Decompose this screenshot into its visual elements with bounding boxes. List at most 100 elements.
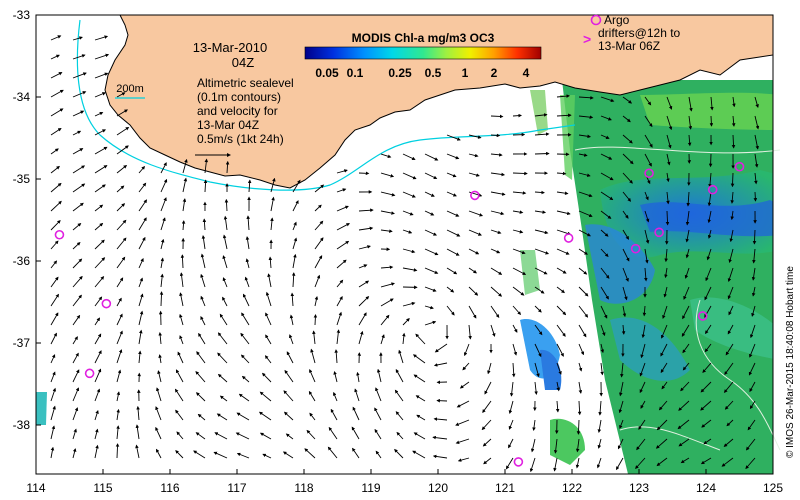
velocity-arrow	[704, 286, 712, 301]
velocity-arrow	[155, 406, 162, 421]
velocity-arrow	[468, 267, 477, 274]
velocity-arrow	[235, 432, 250, 440]
velocity-arrow	[468, 210, 484, 217]
velocity-arrow	[72, 183, 86, 193]
velocity-arrow	[556, 286, 565, 294]
velocity-arrow	[753, 191, 758, 202]
velocity-arrow	[578, 210, 593, 218]
velocity-arrow	[578, 286, 589, 297]
velocity-arrow	[50, 332, 57, 345]
velocity-arrow	[116, 164, 128, 174]
velocity-arrow	[219, 313, 228, 326]
velocity-arrow	[179, 272, 184, 288]
velocity-arrow	[490, 153, 503, 157]
velocity-arrow	[655, 438, 668, 449]
velocity-arrow	[195, 432, 206, 440]
velocity-arrow	[600, 305, 608, 319]
velocity-arrow	[314, 204, 322, 212]
velocity-arrow	[622, 96, 633, 104]
velocity-arrow	[380, 210, 395, 215]
velocity-arrow	[556, 210, 571, 216]
velocity-arrow	[723, 438, 734, 447]
velocity-arrow	[138, 329, 143, 345]
velocity-arrow	[222, 255, 228, 269]
velocity-arrow	[236, 452, 250, 459]
velocity-arrow	[289, 314, 294, 326]
velocity-arrow	[358, 280, 370, 288]
velocity-arrow	[683, 286, 690, 300]
velocity-arrow	[200, 253, 206, 269]
velocity-arrow	[620, 362, 624, 378]
velocity-arrow	[217, 373, 228, 383]
velocity-arrow	[754, 172, 758, 185]
velocity-arrow	[116, 369, 122, 383]
velocity-arrow	[94, 146, 108, 155]
velocity-arrow	[116, 109, 128, 117]
argo-float-marker	[84, 368, 95, 379]
x-axis: 114 115 116 117 118 119 120 121 122 123 124 125	[26, 469, 783, 495]
velocity-arrow	[553, 438, 558, 454]
legend-note-line: (0.1m contours)	[197, 90, 281, 104]
velocity-arrow	[600, 248, 609, 258]
velocity-arrow	[416, 414, 426, 421]
velocity-arrow	[402, 229, 413, 234]
velocity-arrow	[468, 324, 472, 340]
velocity-arrow	[334, 349, 339, 364]
velocity-arrow	[72, 165, 86, 174]
velocity-arrow	[700, 457, 712, 465]
velocity-arrow	[639, 362, 646, 377]
velocity-arrow	[424, 286, 437, 292]
velocity-arrow	[160, 197, 167, 212]
velocity-arrow	[138, 217, 147, 231]
velocity-arrow	[600, 229, 609, 237]
velocity-arrow	[72, 448, 77, 459]
velocity-arrow	[556, 381, 560, 392]
velocity-arrow	[72, 336, 78, 345]
velocity-arrow	[578, 153, 588, 157]
velocity-arrow	[707, 191, 712, 207]
velocity-arrow	[202, 218, 207, 231]
velocity-arrow	[600, 191, 614, 201]
velocity-arrow	[512, 171, 528, 176]
velocity-arrow	[709, 115, 714, 127]
colorbar-title: MODIS Chl-a mg/m3 OC3	[352, 31, 495, 45]
velocity-arrow	[704, 343, 712, 353]
velocity-arrow	[512, 191, 527, 195]
velocity-arrow	[412, 450, 426, 459]
velocity-arrow	[204, 158, 209, 174]
x-tick-label: 116	[160, 481, 179, 495]
velocity-arrow	[578, 324, 587, 338]
velocity-arrow	[446, 191, 457, 197]
sealevel-contour	[574, 146, 781, 154]
velocity-arrow	[288, 334, 294, 345]
velocity-arrow	[622, 286, 628, 301]
velocity-arrow	[677, 419, 690, 430]
velocity-arrow	[138, 277, 143, 288]
x-tick-label: 122	[562, 481, 582, 495]
velocity-arrow	[600, 210, 612, 219]
velocity-arrow	[619, 381, 624, 397]
velocity-arrow	[200, 273, 206, 288]
plot-frame	[35, 14, 774, 475]
velocity-arrow	[306, 429, 316, 440]
velocity-arrow	[578, 229, 591, 237]
velocity-arrow	[556, 343, 564, 357]
velocity-arrow	[638, 419, 646, 430]
velocity-arrow	[261, 372, 272, 383]
velocity-arrow	[358, 208, 374, 213]
velocity-arrow	[682, 305, 690, 320]
colorbar-ticks: 0.05 0.1 0.25 0.5 1 2 4	[315, 66, 529, 80]
velocity-arrow	[225, 160, 230, 174]
velocity-arrow	[490, 114, 504, 119]
velocity-arrow	[247, 179, 252, 193]
velocity-arrow	[138, 257, 144, 269]
velocity-arrow	[704, 305, 712, 318]
velocity-arrow	[644, 134, 653, 148]
velocity-arrow	[313, 314, 318, 326]
velocity-arrow	[374, 428, 382, 440]
velocity-arrow	[214, 432, 228, 440]
velocity-arrow	[175, 450, 184, 459]
velocity-arrow	[50, 165, 60, 174]
velocity-arrow	[72, 275, 83, 288]
